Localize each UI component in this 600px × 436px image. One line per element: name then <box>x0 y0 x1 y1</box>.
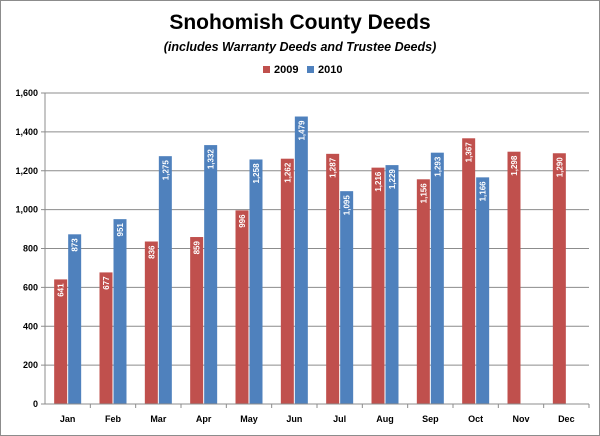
bar-2010-jun <box>294 116 308 404</box>
bar-2009-jun <box>280 158 294 404</box>
data-label: 1,367 <box>465 142 474 163</box>
data-label: 1,216 <box>374 171 383 192</box>
y-tick-label: 1,600 <box>15 88 38 98</box>
data-label: 1,293 <box>433 156 442 177</box>
y-tick-label: 400 <box>23 321 38 331</box>
bar-2009-sep <box>416 179 430 404</box>
chart-subtitle: (includes Warranty Deeds and Trustee Dee… <box>164 40 437 54</box>
legend-swatch-2010 <box>307 66 314 73</box>
chart-title: Snohomish County Deeds <box>169 11 430 34</box>
y-axis: 0 200 400 600 800 1,000 1,200 1,400 1,600 <box>15 88 46 409</box>
bar-2009-oct <box>462 138 476 404</box>
bar-2009-may <box>235 210 249 404</box>
data-label: 677 <box>102 276 111 290</box>
bar-2009-mar <box>144 241 158 404</box>
bar-2010-may <box>249 159 263 404</box>
bar-2010-aug <box>385 165 399 404</box>
bar-2010-apr <box>204 145 218 404</box>
data-label: 1,287 <box>329 157 338 178</box>
legend-swatch-2009 <box>263 66 270 73</box>
data-label: 1,332 <box>207 149 216 170</box>
data-label: 1,479 <box>297 120 306 141</box>
bar-2010-feb <box>113 219 127 404</box>
legend: 2009 2010 <box>263 64 342 76</box>
bar-2010-sep <box>430 152 444 404</box>
x-tick-label: Jun <box>286 414 302 424</box>
bar-2009-jul <box>326 153 340 404</box>
legend-label-2010: 2010 <box>318 64 342 76</box>
y-tick-label: 0 <box>33 399 38 409</box>
x-tick-label: Mar <box>150 414 167 424</box>
data-label: 1,095 <box>343 195 352 216</box>
data-label: 951 <box>116 223 125 237</box>
data-label: 641 <box>57 283 66 297</box>
x-tick-label: Aug <box>376 414 394 424</box>
data-label: 1,262 <box>283 162 292 183</box>
bar-2010-mar <box>158 156 172 404</box>
bar-2009-dec <box>552 153 566 404</box>
data-label: 873 <box>71 238 80 252</box>
bar-2009-aug <box>371 167 385 404</box>
data-label: 1,156 <box>419 183 428 204</box>
x-tick-label: Dec <box>558 414 575 424</box>
x-tick-label: Jan <box>60 414 76 424</box>
y-tick-label: 1,000 <box>15 205 38 215</box>
data-label: 1,166 <box>479 181 488 202</box>
data-label: 1,298 <box>510 155 519 176</box>
bar-2009-feb <box>99 272 113 404</box>
bar-2010-oct <box>476 177 490 404</box>
bar-2009-nov <box>507 151 521 404</box>
y-tick-label: 600 <box>23 282 38 292</box>
y-tick-label: 200 <box>23 360 38 370</box>
data-label: 1,229 <box>388 169 397 190</box>
gridlines <box>45 92 589 366</box>
data-label: 1,275 <box>161 160 170 181</box>
data-label: 996 <box>238 214 247 228</box>
data-label: 1,258 <box>252 163 261 184</box>
bar-2010-jan <box>68 234 82 404</box>
data-labels: 641 873 677 951 836 1,275 859 1,332 996 1,258 1,26… <box>57 120 565 297</box>
data-label: 1,290 <box>555 157 564 178</box>
y-tick-label: 1,400 <box>15 127 38 137</box>
x-tick-label: Jul <box>333 414 346 424</box>
bars <box>54 116 566 404</box>
y-tick-label: 1,200 <box>15 166 38 176</box>
data-label: 836 <box>147 245 156 259</box>
x-axis: Jan Feb Mar Apr May Jun Jul Aug Sep Oct Nov Dec <box>45 403 590 424</box>
bar-2010-jul <box>340 191 354 404</box>
x-tick-label: Apr <box>196 414 212 424</box>
legend-label-2009: 2009 <box>274 64 298 76</box>
x-tick-label: May <box>240 414 258 424</box>
y-tick-label: 800 <box>23 244 38 254</box>
bar-2009-apr <box>190 237 204 404</box>
x-tick-label: Nov <box>512 414 529 424</box>
bar-2009-jan <box>54 279 68 404</box>
data-label: 859 <box>193 240 202 254</box>
x-tick-label: Sep <box>422 414 439 424</box>
x-tick-label: Oct <box>468 414 483 424</box>
x-tick-label: Feb <box>105 414 122 424</box>
